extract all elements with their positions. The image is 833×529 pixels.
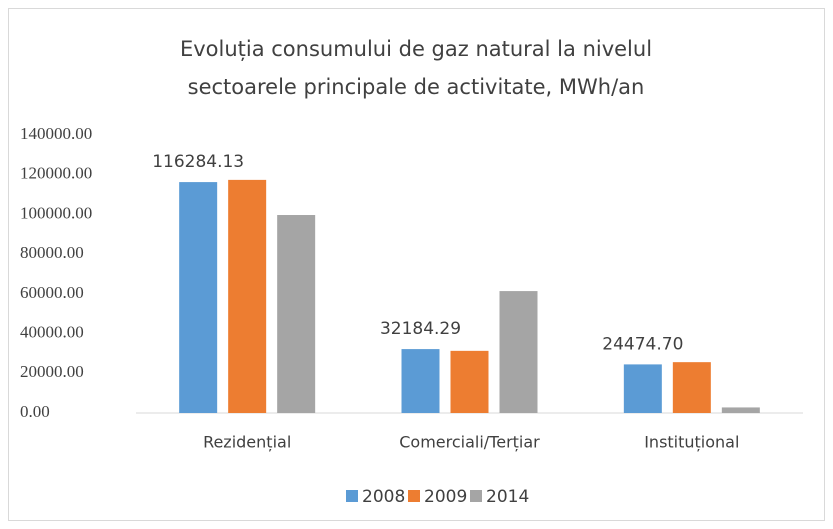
y-tick-label: 60000.00 — [20, 283, 84, 302]
legend-swatch — [346, 490, 358, 502]
x-tick-label: Comerciali/Terțiar — [399, 433, 540, 452]
chart-frame — [8, 8, 825, 521]
chart-title: Evoluția consumului de gaz natural la ni… — [180, 37, 652, 61]
y-tick-label: 140000.00 — [20, 124, 92, 143]
y-tick-label: 100000.00 — [20, 203, 92, 222]
legend-label: 2014 — [486, 487, 529, 507]
y-tick-label: 120000.00 — [20, 164, 92, 183]
bar — [179, 182, 218, 413]
y-tick-label: 0.00 — [20, 402, 50, 421]
legend-label: 2009 — [424, 487, 467, 507]
bar — [499, 291, 538, 413]
y-tick-label: 20000.00 — [20, 362, 84, 381]
y-tick-label: 40000.00 — [20, 322, 84, 341]
bar — [401, 349, 440, 413]
data-label: 24474.70 — [602, 334, 683, 354]
bar — [623, 364, 662, 413]
chart-title: sectoarele principale de activitate, MWh… — [188, 75, 645, 99]
bar — [277, 215, 316, 413]
bar — [721, 407, 760, 413]
legend-label: 2008 — [362, 487, 405, 507]
y-tick-label: 80000.00 — [20, 243, 84, 262]
x-tick-label: Instituțional — [644, 433, 739, 452]
legend-swatch — [470, 490, 482, 502]
data-label: 32184.29 — [380, 319, 461, 339]
legend-swatch — [408, 490, 420, 502]
x-tick-label: Rezidențial — [203, 433, 291, 452]
bar — [450, 350, 489, 413]
bar — [672, 362, 711, 413]
data-label: 116284.13 — [152, 152, 244, 172]
bar — [228, 179, 267, 413]
